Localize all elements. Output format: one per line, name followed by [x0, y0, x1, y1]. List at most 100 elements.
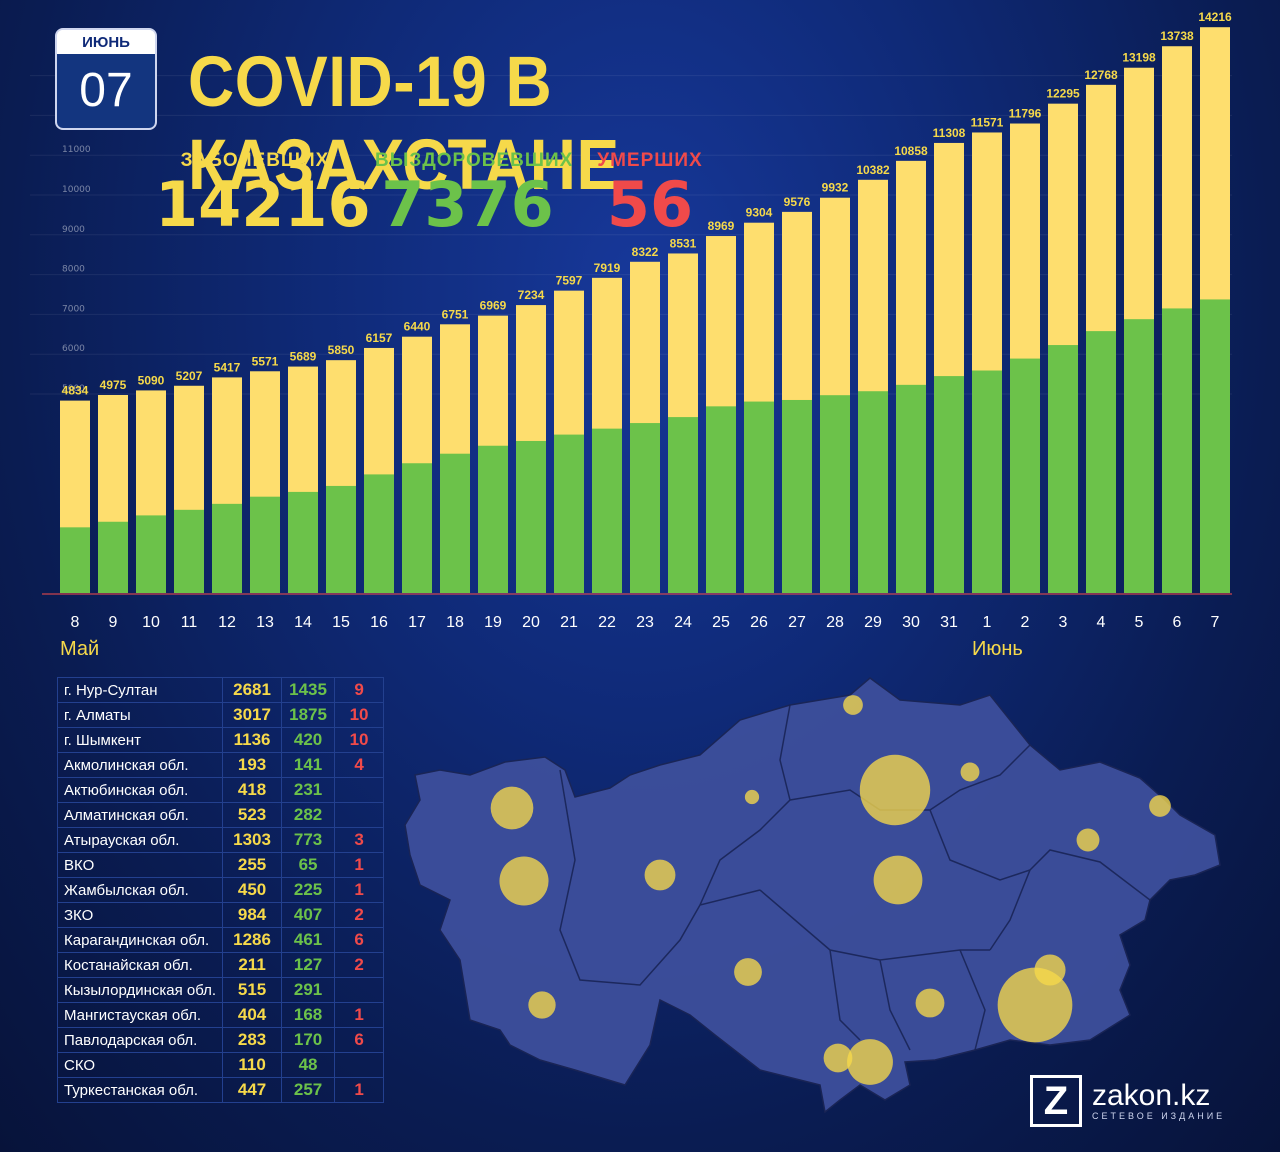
bar-value-label: 11796 [1009, 107, 1042, 121]
region-recovered: 48 [281, 1052, 336, 1078]
x-tick-label: 15 [332, 614, 350, 631]
zakon-logo-icon: Z [1030, 1075, 1082, 1127]
bar-value-label: 8531 [670, 236, 697, 250]
x-tick-label: 20 [522, 614, 540, 631]
region-deaths: 10 [334, 702, 385, 728]
x-tick-label: 4 [1097, 614, 1106, 631]
x-tick-label: 31 [940, 614, 958, 631]
map-bubble [734, 958, 762, 986]
map-bubble [847, 1039, 893, 1085]
region-deaths: 3 [334, 827, 385, 853]
bar-value-label: 13198 [1122, 51, 1156, 65]
region-name: Атырауская обл. [56, 827, 224, 853]
bar-value-label: 11308 [933, 126, 966, 140]
recovered-value: 7376 [381, 168, 554, 241]
region-recovered: 461 [281, 927, 336, 953]
bar-value-label: 6751 [442, 307, 469, 321]
map-bubble [843, 695, 863, 715]
bar-value-label: 5417 [214, 360, 241, 374]
infected-stat: ЗАБОЛЕВШИХ 14216 [155, 150, 371, 241]
region-recovered: 1875 [281, 702, 336, 728]
region-name: Туркестанская обл. [56, 1077, 224, 1103]
region-cases: 255 [222, 852, 283, 878]
deaths-value: 56 [606, 168, 694, 241]
bar-recovered [440, 453, 470, 593]
map-bubble [915, 988, 945, 1018]
bar-value-label: 5571 [252, 354, 279, 368]
y-tick-label: 6000 [62, 344, 85, 354]
region-cases: 3017 [222, 702, 283, 728]
region-deaths: 1 [334, 852, 385, 878]
bar-recovered [1200, 299, 1230, 593]
x-tick-label: 27 [788, 614, 806, 631]
infected-value: 14216 [155, 168, 371, 241]
y-tick-label: 5000 [62, 384, 85, 394]
bar-recovered [1162, 308, 1192, 593]
bar-recovered [554, 434, 584, 593]
x-tick-label: 23 [636, 614, 654, 631]
region-cases: 2681 [222, 677, 283, 703]
x-tick-label: 28 [826, 614, 844, 631]
bar-recovered [250, 496, 280, 593]
region-cases: 515 [222, 977, 283, 1003]
date-badge-day: 07 [57, 54, 155, 128]
region-name: Жамбылская обл. [56, 877, 224, 903]
x-tick-label: 9 [109, 614, 118, 631]
bar-recovered [402, 463, 432, 593]
bar-value-label: 13738 [1160, 29, 1194, 43]
bar-recovered [174, 509, 204, 593]
brand-tagline: СЕТЕВОЕ ИЗДАНИЕ [1092, 1111, 1226, 1121]
table-row: Атырауская обл. 1303 773 3 [56, 827, 385, 853]
date-badge-month: ИЮНЬ [57, 30, 155, 54]
region-name: ВКО [56, 852, 224, 878]
bar-recovered [60, 527, 90, 593]
table-row: Туркестанская обл. 447 257 1 [56, 1077, 385, 1103]
region-cases: 1136 [222, 727, 283, 753]
map-bubble [490, 786, 534, 830]
x-tick-label: 6 [1173, 614, 1182, 631]
region-deaths: 4 [334, 752, 385, 778]
bar-value-label: 8969 [708, 219, 735, 233]
bar-value-label: 11571 [971, 115, 1004, 129]
region-recovered: 291 [281, 977, 336, 1003]
table-row: г. Нур-Султан 2681 1435 9 [56, 677, 385, 703]
x-tick-label: 24 [674, 614, 692, 631]
region-cases: 110 [222, 1052, 283, 1078]
bar-recovered [288, 491, 318, 593]
table-row: Жамбылская обл. 450 225 1 [56, 877, 385, 903]
region-recovered: 168 [281, 1002, 336, 1028]
bar-recovered [326, 485, 356, 593]
bar-value-label: 7234 [518, 288, 545, 302]
table-row: Костанайская обл. 211 127 2 [56, 952, 385, 978]
x-tick-label: 18 [446, 614, 464, 631]
region-deaths: 9 [334, 677, 385, 703]
x-tick-label: 10 [142, 614, 160, 631]
region-recovered: 282 [281, 802, 336, 828]
region-deaths [334, 802, 385, 828]
region-recovered: 407 [281, 902, 336, 928]
x-tick-label: 7 [1211, 614, 1220, 631]
bar-recovered [1010, 358, 1040, 593]
region-deaths [334, 1052, 385, 1078]
table-row: Кызылординская обл. 515 291 [56, 977, 385, 1003]
region-recovered: 1435 [281, 677, 336, 703]
recovered-label: ВЫЗДОРОВЕВШИХ [375, 150, 574, 171]
region-deaths [334, 777, 385, 803]
bar-value-label: 5207 [176, 369, 203, 383]
kazakhstan-map [404, 677, 1221, 1114]
region-cases: 283 [222, 1027, 283, 1053]
bar-recovered [516, 440, 546, 593]
x-tick-label: 22 [598, 614, 616, 631]
bar-value-label: 4975 [100, 378, 127, 392]
y-tick-label: 11000 [62, 145, 91, 155]
brand-name: zakon.kz [1092, 1079, 1211, 1112]
region-cases: 211 [222, 952, 283, 978]
table-row: СКО 110 48 [56, 1052, 385, 1078]
bar-recovered [858, 391, 888, 593]
bar-recovered [212, 503, 242, 593]
bar-recovered [820, 395, 850, 593]
bar-value-label: 9932 [822, 181, 849, 195]
map-bubble [744, 789, 760, 805]
map-bubble [873, 855, 923, 905]
region-name: г. Алматы [56, 702, 224, 728]
